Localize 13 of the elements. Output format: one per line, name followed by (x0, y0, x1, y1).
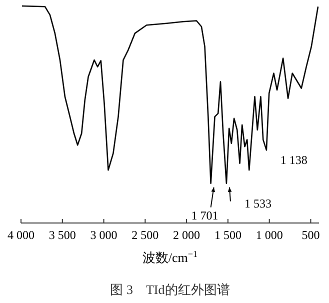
x-tick-label: 500 (302, 228, 320, 242)
annotation: 1 701 (191, 208, 218, 222)
x-tick-label: 1 000 (256, 228, 283, 242)
annotation: 1 533 (244, 196, 272, 210)
text: 图 3 TId的红外图谱 (110, 282, 230, 297)
x-tick-label: 2 500 (132, 228, 159, 242)
annotation: 1 138 (280, 153, 308, 168)
x-tick-label: 2 000 (173, 228, 200, 242)
x-axis-title: 波数/cm$^{−1}$ (142, 249, 198, 265)
x-tick-label: 1 500 (214, 228, 242, 242)
x-tick-label: 4 000 (8, 228, 34, 242)
x-tick-label: 3 500 (48, 228, 76, 242)
x-tick-label: 3 000 (90, 228, 118, 242)
